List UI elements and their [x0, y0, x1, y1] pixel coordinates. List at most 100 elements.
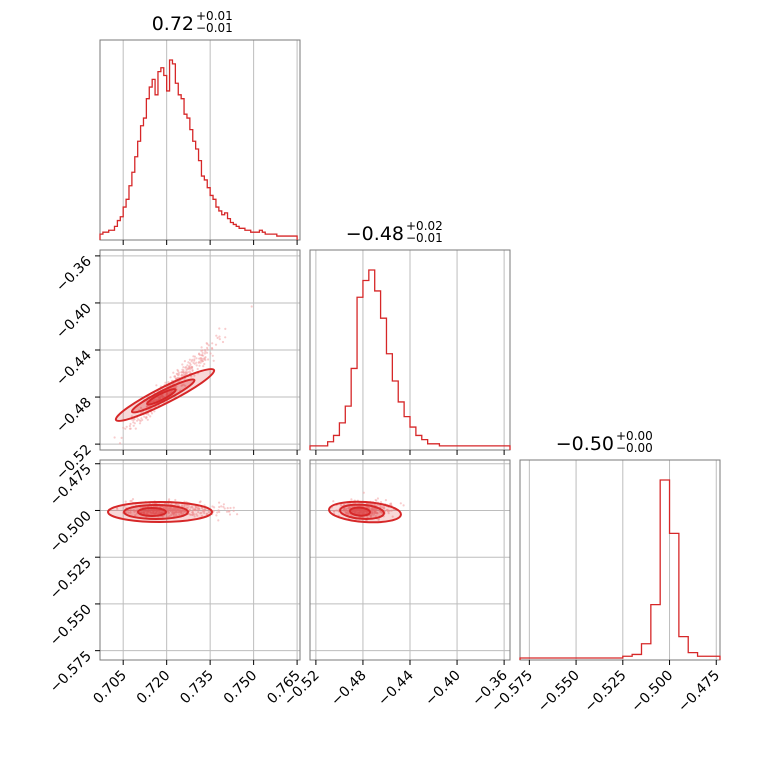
sample-point	[138, 422, 142, 425]
sample-point	[197, 510, 200, 514]
sample-point	[149, 511, 152, 514]
sample-point	[181, 363, 184, 366]
sample-point	[232, 506, 235, 509]
sample-point	[222, 505, 225, 508]
sample-point	[131, 498, 135, 501]
sample-point	[193, 359, 196, 362]
sample-point	[218, 501, 221, 504]
sample-point	[370, 514, 373, 517]
sample-point	[372, 508, 375, 511]
y-axis-1: −0.52−0.48−0.44−0.40−0.36	[53, 253, 100, 483]
sample-point	[374, 498, 377, 502]
y-axis-2: −0.575−0.550−0.525−0.500−0.475	[47, 461, 100, 696]
sample-point	[203, 362, 206, 366]
sample-point	[232, 509, 235, 512]
y-tick-label-1-2: −0.44	[53, 347, 95, 389]
sample-point	[128, 427, 132, 430]
sample-point	[176, 508, 179, 511]
sample-point	[229, 506, 232, 510]
sample-point	[174, 513, 178, 517]
sample-point	[133, 510, 136, 513]
sample-point	[221, 340, 225, 344]
sample-point	[129, 422, 132, 426]
contour-fill-1	[124, 505, 188, 519]
scatter-panel-1-2	[309, 459, 511, 661]
sample-point	[211, 354, 214, 357]
sample-point	[180, 511, 183, 514]
contour-line-1	[130, 378, 196, 414]
sample-point	[389, 502, 393, 505]
sample-point	[332, 510, 335, 513]
sample-point	[209, 352, 212, 355]
sample-point	[201, 508, 205, 512]
y-tick-label-2-3: −0.500	[47, 508, 95, 556]
sample-point	[132, 424, 135, 427]
sample-point	[192, 509, 195, 512]
sample-point	[360, 510, 363, 514]
x-ticks-inner-1-450	[315, 450, 505, 455]
sample-point	[207, 344, 210, 347]
sample-point	[190, 366, 193, 369]
sample-point	[228, 513, 232, 516]
sample-point	[187, 361, 190, 364]
sample-point	[390, 509, 393, 512]
sample-point	[143, 415, 146, 418]
sample-point	[183, 360, 186, 363]
contour-line-2	[146, 388, 177, 406]
sample-point	[377, 518, 380, 522]
sample-point	[388, 509, 391, 512]
y-tick-label-2-2: −0.525	[47, 555, 95, 603]
sample-point	[146, 418, 149, 421]
sample-point	[172, 510, 175, 513]
sample-point	[250, 305, 253, 308]
sample-point	[193, 374, 196, 377]
sample-point	[215, 334, 218, 337]
panel-title-1: −0.48 +0.02−0.01	[346, 219, 443, 245]
sample-point	[133, 422, 136, 425]
title-lower-2: −0.00	[616, 441, 653, 455]
sample-point	[183, 510, 186, 513]
sample-point	[170, 513, 173, 517]
sample-point	[191, 511, 194, 514]
sample-point	[127, 511, 130, 514]
sample-point	[218, 338, 221, 341]
title-upper-2: +0.00	[616, 429, 653, 443]
sample-point	[150, 412, 154, 415]
sample-point	[183, 504, 186, 508]
x-tick-label-1-3: −0.40	[422, 668, 464, 710]
diagonal-panel-0: 0.72 +0.01−0.01	[99, 9, 301, 241]
sample-point	[130, 499, 133, 502]
contour-fill-2	[147, 389, 176, 405]
sample-point	[152, 510, 155, 514]
sample-point	[167, 381, 170, 384]
sample-point	[206, 346, 209, 349]
sample-point	[144, 510, 147, 513]
sample-point	[134, 427, 137, 430]
sample-point	[224, 327, 227, 330]
sample-point	[204, 507, 207, 510]
title-value-2: −0.50	[556, 433, 614, 455]
sample-point	[180, 373, 183, 377]
sample-point	[129, 509, 132, 512]
panel-grid	[100, 460, 300, 660]
sample-point	[151, 399, 154, 402]
sample-point	[182, 366, 185, 369]
contour-fill-0	[115, 369, 215, 421]
sample-point	[156, 512, 159, 515]
sample-point	[153, 398, 156, 401]
sample-point	[149, 508, 153, 511]
sample-point	[203, 357, 207, 360]
sample-point	[387, 512, 390, 515]
sample-point	[199, 359, 202, 362]
contour-line-2	[349, 506, 371, 517]
sample-point	[207, 510, 210, 514]
sample-point	[196, 367, 199, 371]
sample-point	[367, 506, 370, 509]
sample-point	[141, 418, 144, 422]
sample-point	[193, 362, 196, 365]
sample-point	[211, 342, 214, 345]
sample-point	[155, 512, 158, 515]
sample-point	[174, 508, 177, 511]
sample-point	[188, 365, 191, 368]
